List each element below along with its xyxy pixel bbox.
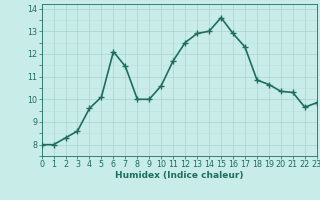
X-axis label: Humidex (Indice chaleur): Humidex (Indice chaleur) [115,171,244,180]
